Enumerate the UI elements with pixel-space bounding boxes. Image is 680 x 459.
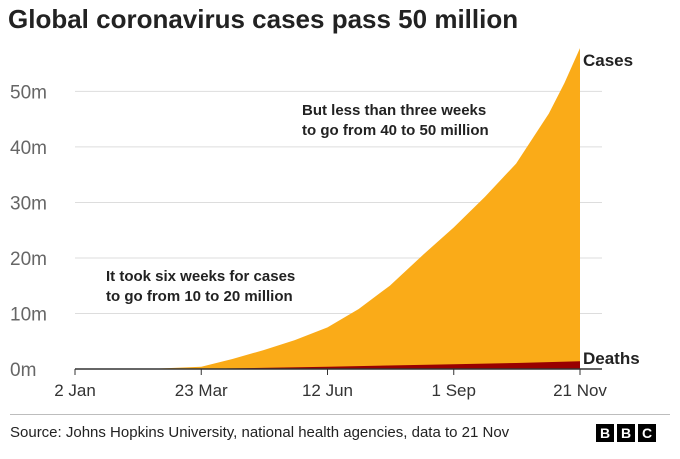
series-label-deaths: Deaths bbox=[583, 349, 640, 368]
annotation-line: But less than three weeks bbox=[302, 102, 486, 119]
series-area-deaths bbox=[75, 361, 580, 369]
series-area-cases bbox=[75, 48, 580, 369]
y-tick-label: 20m bbox=[10, 249, 47, 270]
chart-areas bbox=[75, 48, 580, 369]
x-tick-label: 12 Jun bbox=[302, 381, 353, 400]
annotation-line: It took six weeks for cases bbox=[106, 268, 295, 285]
x-tick-label: 1 Sep bbox=[432, 381, 476, 400]
chart-title: Global coronavirus cases pass 50 million bbox=[8, 4, 519, 34]
y-tick-label: 30m bbox=[10, 193, 47, 214]
bbc-logo: B B C bbox=[596, 424, 656, 442]
chart-labels: 0m 10m 20m 30m 40m 50m 2 Jan 23 Mar 12 Jun 1 Sep 2… bbox=[10, 51, 640, 400]
source-note: Source: Johns Hopkins University, nation… bbox=[10, 424, 510, 441]
y-tick-label: 50m bbox=[10, 82, 47, 103]
bbc-logo-letter: B bbox=[617, 424, 635, 442]
x-tick-label: 2 Jan bbox=[54, 381, 96, 400]
annotation-line: to go from 40 to 50 million bbox=[302, 122, 489, 139]
axes bbox=[74, 368, 602, 375]
area-chart: 0m 10m 20m 30m 40m 50m 2 Jan 23 Mar 12 Jun 1 Sep 2… bbox=[10, 48, 640, 400]
y-tick-label: 0m bbox=[10, 360, 36, 381]
x-tick-label: 23 Mar bbox=[175, 381, 228, 400]
footer-divider bbox=[10, 414, 670, 415]
y-tick-label: 40m bbox=[10, 138, 47, 159]
series-label-cases: Cases bbox=[583, 51, 633, 70]
bbc-logo-letter: B bbox=[596, 424, 614, 442]
annotation-line: to go from 10 to 20 million bbox=[106, 288, 293, 305]
bbc-logo-letter: C bbox=[638, 424, 656, 442]
x-tick-label: 21 Nov bbox=[553, 381, 607, 400]
y-tick-label: 10m bbox=[10, 304, 47, 325]
